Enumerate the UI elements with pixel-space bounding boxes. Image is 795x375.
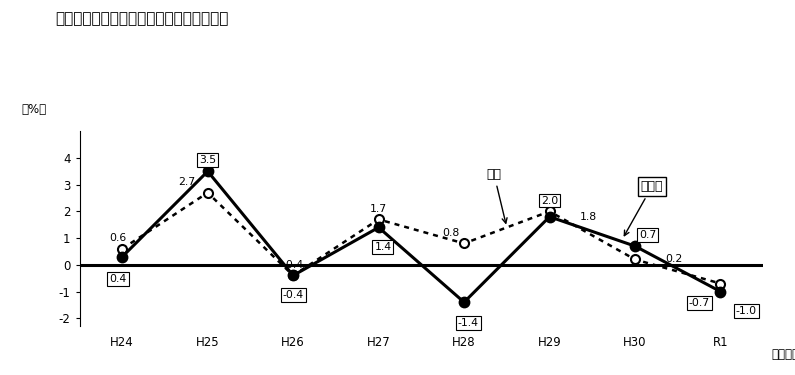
Text: -1.4: -1.4 — [458, 318, 479, 328]
Text: 0.7: 0.7 — [639, 230, 657, 240]
Text: 2.0: 2.0 — [541, 195, 558, 206]
Text: 北海道と全国の経済成長率（実質）の推移: 北海道と全国の経済成長率（実質）の推移 — [56, 11, 229, 26]
Text: （%）: （%） — [21, 103, 47, 116]
Text: （年度）: （年度） — [771, 348, 795, 361]
Text: -1.0: -1.0 — [735, 306, 757, 316]
Text: 0.4: 0.4 — [110, 274, 126, 284]
Text: 1.7: 1.7 — [370, 204, 387, 213]
Text: -0.4: -0.4 — [282, 290, 304, 300]
Text: 0.6: 0.6 — [110, 234, 126, 243]
Text: 0.2: 0.2 — [665, 255, 682, 264]
Text: -0.4: -0.4 — [282, 260, 304, 270]
Text: 2.7: 2.7 — [178, 177, 195, 188]
Text: 1.8: 1.8 — [580, 212, 596, 222]
Text: 北海道: 北海道 — [624, 180, 663, 236]
Text: -0.7: -0.7 — [688, 298, 710, 308]
Text: 1.4: 1.4 — [374, 242, 391, 252]
Text: 0.8: 0.8 — [443, 228, 460, 238]
Text: 3.5: 3.5 — [199, 156, 216, 165]
Text: 全国: 全国 — [487, 168, 507, 223]
